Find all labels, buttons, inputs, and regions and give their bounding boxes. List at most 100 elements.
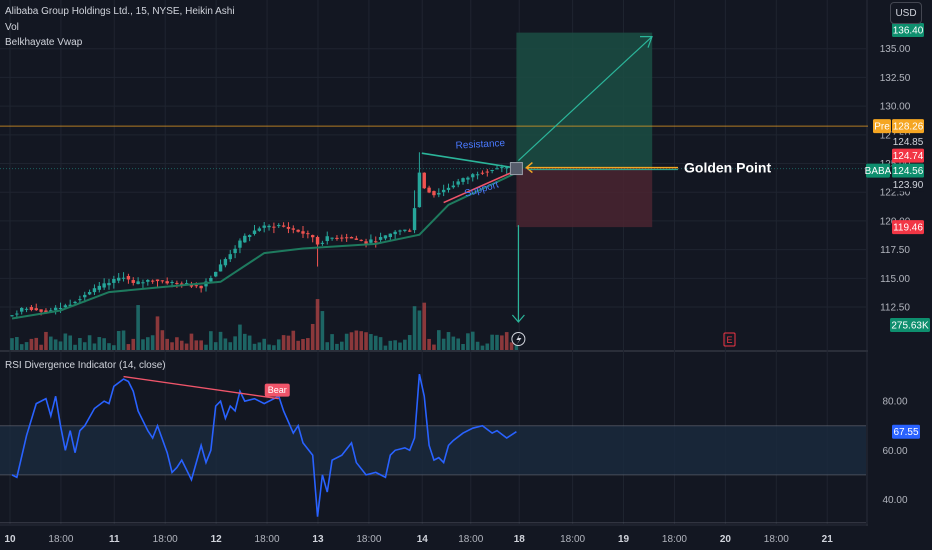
candle-body xyxy=(422,172,426,189)
candle-body xyxy=(466,177,470,180)
golden-point-arrowhead xyxy=(525,161,533,174)
candle-body xyxy=(165,281,169,284)
candle-body xyxy=(359,239,363,241)
volume-bar xyxy=(68,335,72,350)
stop-price-label: 119.46 xyxy=(893,223,923,234)
candle-body xyxy=(349,237,354,239)
volume-bar xyxy=(170,342,174,350)
volume-bar xyxy=(509,342,514,350)
volume-bar xyxy=(58,341,63,350)
candle-body xyxy=(344,237,349,239)
candle-body xyxy=(92,288,97,293)
candle-body xyxy=(117,277,121,281)
time-tick-label: 18:00 xyxy=(153,534,178,545)
volume-bar xyxy=(15,337,19,350)
candle-body xyxy=(97,285,101,290)
candle-body xyxy=(480,172,485,174)
volume-bar xyxy=(252,343,257,350)
volume-bar xyxy=(87,335,92,350)
currency-button[interactable]: USD xyxy=(890,2,922,24)
candle-body xyxy=(311,235,315,238)
resistance-line xyxy=(421,152,517,169)
candle-body xyxy=(257,228,262,231)
volume-bar xyxy=(480,345,485,350)
candle-body xyxy=(432,191,436,196)
pre-market-value-bg xyxy=(892,119,924,134)
target-price-label: 136.40 xyxy=(893,26,924,37)
volume-bar xyxy=(490,334,494,350)
volume-legend[interactable]: Vol xyxy=(5,22,19,33)
volume-bar xyxy=(155,316,160,350)
candle-body xyxy=(374,241,378,243)
price-tick-label: 117.50 xyxy=(880,245,910,256)
volume-bar xyxy=(131,338,136,350)
candle-body xyxy=(388,233,392,237)
volume-bars xyxy=(10,299,519,350)
volume-bar xyxy=(301,338,305,350)
candle-body xyxy=(369,239,373,243)
candle-body xyxy=(175,282,179,284)
lower-price-label-bg xyxy=(892,177,924,192)
candle-body xyxy=(325,236,329,242)
rsi-line xyxy=(11,373,517,517)
candle-body xyxy=(87,291,92,295)
time-axis-bg xyxy=(0,526,868,550)
volume-bar xyxy=(364,332,368,350)
vwap-line xyxy=(11,171,517,320)
candle-body xyxy=(228,254,232,260)
candle-body xyxy=(437,192,441,195)
volume-bar xyxy=(330,334,334,350)
volume-bar xyxy=(262,338,266,350)
rsi-tick-label: 40.00 xyxy=(882,495,907,506)
volume-bar xyxy=(369,334,373,350)
candle-body xyxy=(330,237,334,239)
candle-body xyxy=(107,282,111,286)
golden-point-marker[interactable] xyxy=(509,162,523,176)
candle-body xyxy=(286,226,291,229)
time-tick-label: 19 xyxy=(618,534,630,545)
stop-zone xyxy=(516,168,653,228)
volume-bar xyxy=(102,338,106,350)
rsi-legend[interactable]: RSI Divergence Indicator (14, close) xyxy=(5,360,166,371)
volume-bar xyxy=(388,340,393,350)
volume-bar xyxy=(291,330,296,350)
volume-bar xyxy=(349,332,354,350)
golden-point-label: Golden Point xyxy=(684,160,771,176)
volume-bar xyxy=(213,342,218,350)
volume-bar xyxy=(398,342,402,350)
upper-price-label-bg xyxy=(892,134,924,149)
event-marker[interactable] xyxy=(723,332,736,347)
candle-body xyxy=(73,301,77,304)
volume-bar xyxy=(243,333,247,350)
candle-body xyxy=(291,228,295,230)
candle-body xyxy=(10,315,14,317)
symbol-legend[interactable]: Alibaba Group Holdings Ltd., 15, NYSE, H… xyxy=(5,6,235,17)
vwap-legend[interactable]: Belkhayate Vwap xyxy=(5,37,83,48)
candle-body xyxy=(340,237,344,239)
candle-body xyxy=(218,264,223,272)
price-tick-label: 135.00 xyxy=(880,44,911,55)
candle-body xyxy=(102,283,106,288)
time-tick-label: 18:00 xyxy=(560,534,585,545)
volume-bar xyxy=(223,338,228,350)
volume-bar xyxy=(175,337,179,350)
time-tick-label: 13 xyxy=(312,534,324,545)
candle-body xyxy=(194,285,198,287)
volume-bar xyxy=(437,330,441,350)
candle-body xyxy=(272,226,276,228)
volume-bar xyxy=(73,344,77,350)
candle-body xyxy=(383,235,388,239)
candle-body xyxy=(223,259,228,266)
volume-bar xyxy=(451,336,456,350)
rsi-panel: Bear xyxy=(0,373,866,524)
upper-price-label: 124.85 xyxy=(893,137,924,148)
candle-body xyxy=(83,294,87,298)
candle-body xyxy=(160,280,165,282)
pre-market-value: 128.26 xyxy=(893,122,924,133)
volume-bar xyxy=(441,338,446,350)
symbol-tag-bg xyxy=(866,163,890,178)
volume-bar xyxy=(495,334,499,350)
volume-bar xyxy=(112,345,116,350)
